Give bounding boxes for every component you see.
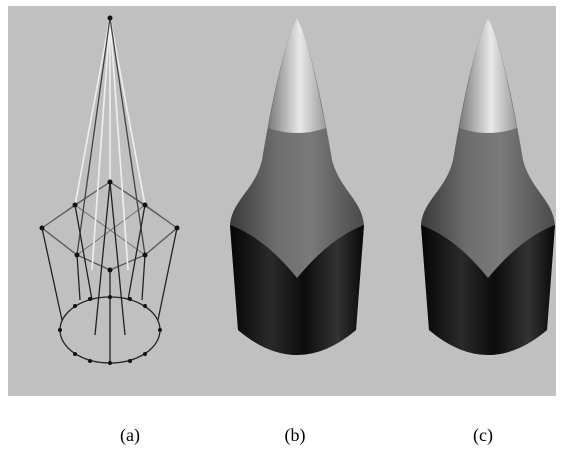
figure-image	[0, 0, 573, 460]
figure: (a) (b) (c)	[0, 0, 573, 460]
panel-label: (a)	[100, 425, 160, 446]
panel-label: (c)	[453, 425, 513, 446]
panel-label: (b)	[265, 425, 325, 446]
